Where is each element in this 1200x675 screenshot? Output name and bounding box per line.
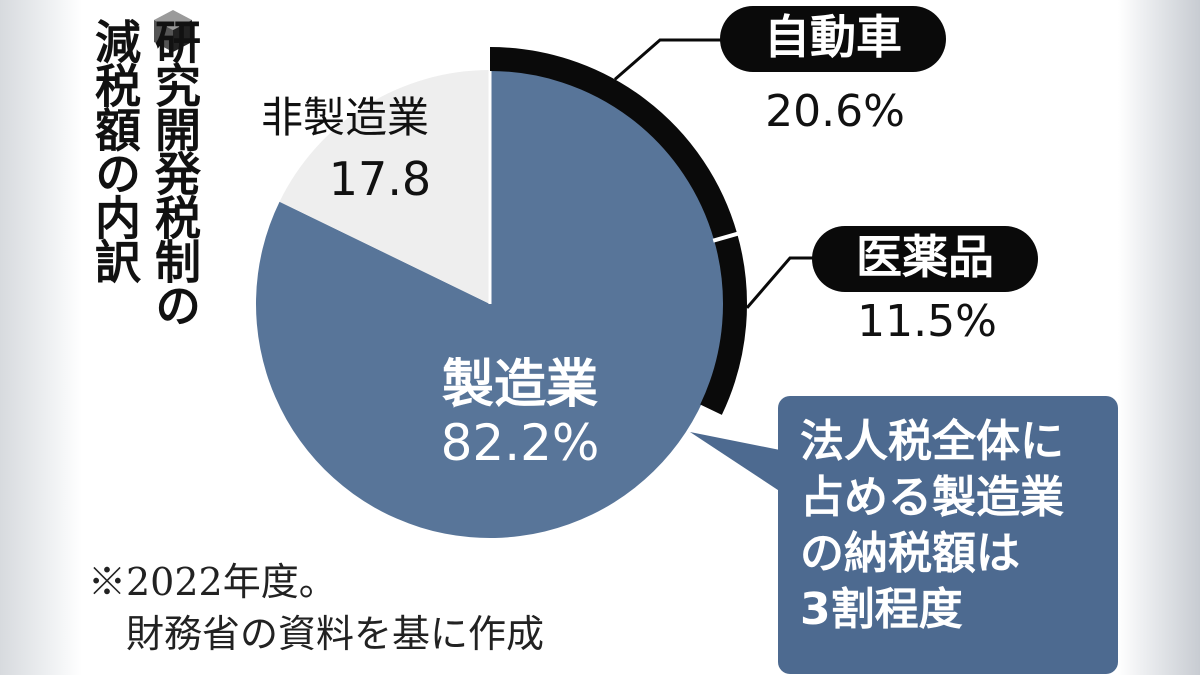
right-backdrop xyxy=(1118,0,1200,675)
callout-box: 法人税全体に 占める製造業 の納税額は 3割程度 xyxy=(778,396,1118,674)
chart-title: 研究開発税制の 減税額の内訳 xyxy=(88,18,202,326)
ring-segment-automobile xyxy=(489,47,738,241)
title-line-1: 研究開発税制の xyxy=(148,18,202,326)
pie-slice-non-manufacturing xyxy=(279,70,490,304)
source-note: ※2022年度。 財務省の資料を基に作成 xyxy=(88,560,545,656)
value-automobile: 20.6% xyxy=(765,86,905,137)
label-pill-automobile: 自動車 xyxy=(720,6,946,72)
slice-label-manufacturing: 製造業 xyxy=(441,355,598,415)
label-pill-pharmaceuticals: 医薬品 xyxy=(812,226,1038,292)
cube-icon xyxy=(154,10,192,52)
slice-value-non-manufacturing: 17.8 xyxy=(328,152,432,206)
callout-pointer xyxy=(690,432,790,498)
leader-line-automobile xyxy=(613,38,724,81)
title-line-2: 減税額の内訳 xyxy=(88,18,142,282)
ring-separator xyxy=(712,231,739,243)
value-pharmaceuticals: 11.5% xyxy=(857,296,997,347)
left-backdrop xyxy=(0,0,82,675)
leader-line-pharmaceuticals xyxy=(745,256,816,309)
slice-label-non-manufacturing: 非製造業 xyxy=(260,93,429,142)
slice-value-manufacturing: 82.2% xyxy=(440,414,600,472)
ring-segment-pharmaceuticals xyxy=(700,233,747,415)
